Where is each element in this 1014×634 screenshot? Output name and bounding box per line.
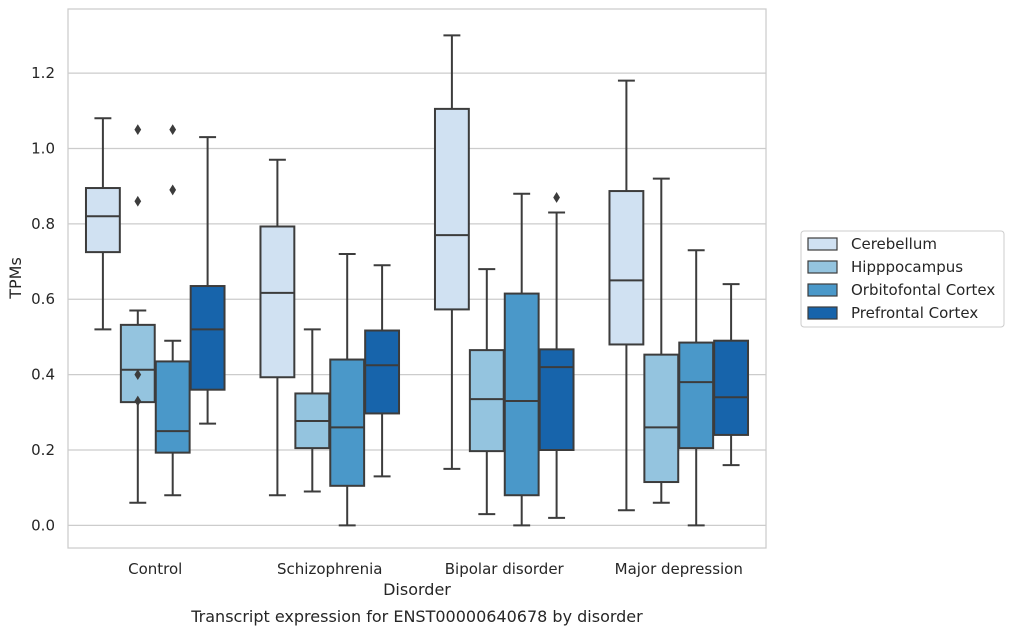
y-tick-label: 1.0 bbox=[31, 139, 55, 157]
box-body bbox=[154, 360, 191, 454]
legend-swatch bbox=[807, 306, 838, 320]
legend-label: Hipppocampus bbox=[851, 258, 963, 276]
box-orbitofontal-cortex bbox=[154, 124, 191, 497]
box-body bbox=[433, 107, 470, 311]
y-tick-label: 0.4 bbox=[31, 366, 55, 384]
x-tick-label: Bipolar disorder bbox=[445, 560, 565, 578]
legend-swatch bbox=[807, 237, 838, 251]
outlier-point bbox=[134, 195, 142, 207]
box-orbitofontal-cortex bbox=[678, 249, 715, 527]
legend-label: Orbitofontal Cortex bbox=[851, 281, 995, 299]
outlier-point bbox=[134, 395, 142, 407]
box-body bbox=[84, 187, 121, 254]
legend-label: Cerebellum bbox=[851, 235, 937, 253]
y-tick-label: 0.6 bbox=[31, 290, 55, 308]
legend: Cerebellum Hipppocampus Orbitofontal Corte… bbox=[800, 230, 1005, 328]
box-cerebellum bbox=[84, 117, 121, 331]
x-tick-label: Schizophrenia bbox=[277, 560, 382, 578]
y-tick-labels: 0.0 0.2 0.4 0.6 0.8 1.0 1.2 bbox=[31, 64, 55, 534]
box-orbitofontal-cortex bbox=[329, 253, 366, 527]
box-body bbox=[713, 339, 750, 436]
legend-label: Prefrontal Cortex bbox=[851, 304, 978, 322]
box-cerebellum bbox=[259, 158, 296, 497]
box-hipppocampus bbox=[119, 124, 156, 504]
legend-frame bbox=[800, 230, 1005, 328]
outlier-point bbox=[169, 124, 177, 136]
x-tick-labels: Control Schizophrenia Bipolar disorder Majo… bbox=[128, 560, 743, 578]
boxes bbox=[84, 34, 750, 527]
legend-swatch bbox=[807, 260, 838, 274]
y-axis-title: TPMs bbox=[6, 257, 25, 300]
box-orbitofontal-cortex bbox=[503, 192, 540, 527]
box-hipppocampus bbox=[294, 328, 331, 493]
box-body bbox=[329, 358, 366, 487]
box-prefrontal-cortex bbox=[364, 264, 401, 478]
y-tick-label: 0.8 bbox=[31, 215, 55, 233]
box-hipppocampus bbox=[468, 268, 505, 516]
outlier-point bbox=[553, 192, 560, 203]
box-prefrontal-cortex bbox=[538, 192, 575, 519]
x-tick-label: Control bbox=[128, 560, 182, 578]
x-axis-title: Disorder bbox=[383, 580, 451, 599]
y-tick-label: 0.0 bbox=[31, 516, 55, 534]
box-body bbox=[119, 323, 156, 404]
box-body bbox=[538, 348, 575, 451]
box-body bbox=[364, 329, 401, 415]
outlier-point bbox=[134, 124, 142, 136]
y-tick-label: 0.2 bbox=[31, 441, 55, 459]
box-body bbox=[608, 190, 645, 346]
box-body bbox=[468, 349, 505, 453]
box-body bbox=[259, 225, 296, 379]
chart-caption: Transcript expression for ENST0000064067… bbox=[190, 607, 643, 626]
outlier-point bbox=[169, 184, 177, 196]
outlier-point bbox=[134, 369, 142, 381]
box-hipppocampus bbox=[643, 177, 680, 504]
box-body bbox=[643, 353, 680, 484]
box-cerebellum bbox=[608, 79, 645, 512]
y-tick-label: 1.2 bbox=[31, 64, 55, 82]
box-prefrontal-cortex bbox=[713, 283, 750, 467]
box-prefrontal-cortex bbox=[189, 136, 226, 425]
box-body bbox=[189, 285, 226, 391]
box-body bbox=[503, 292, 540, 497]
box-body bbox=[678, 341, 715, 450]
legend-swatch bbox=[807, 283, 838, 297]
x-tick-label: Major depression bbox=[615, 560, 743, 578]
box-cerebellum bbox=[433, 34, 470, 470]
